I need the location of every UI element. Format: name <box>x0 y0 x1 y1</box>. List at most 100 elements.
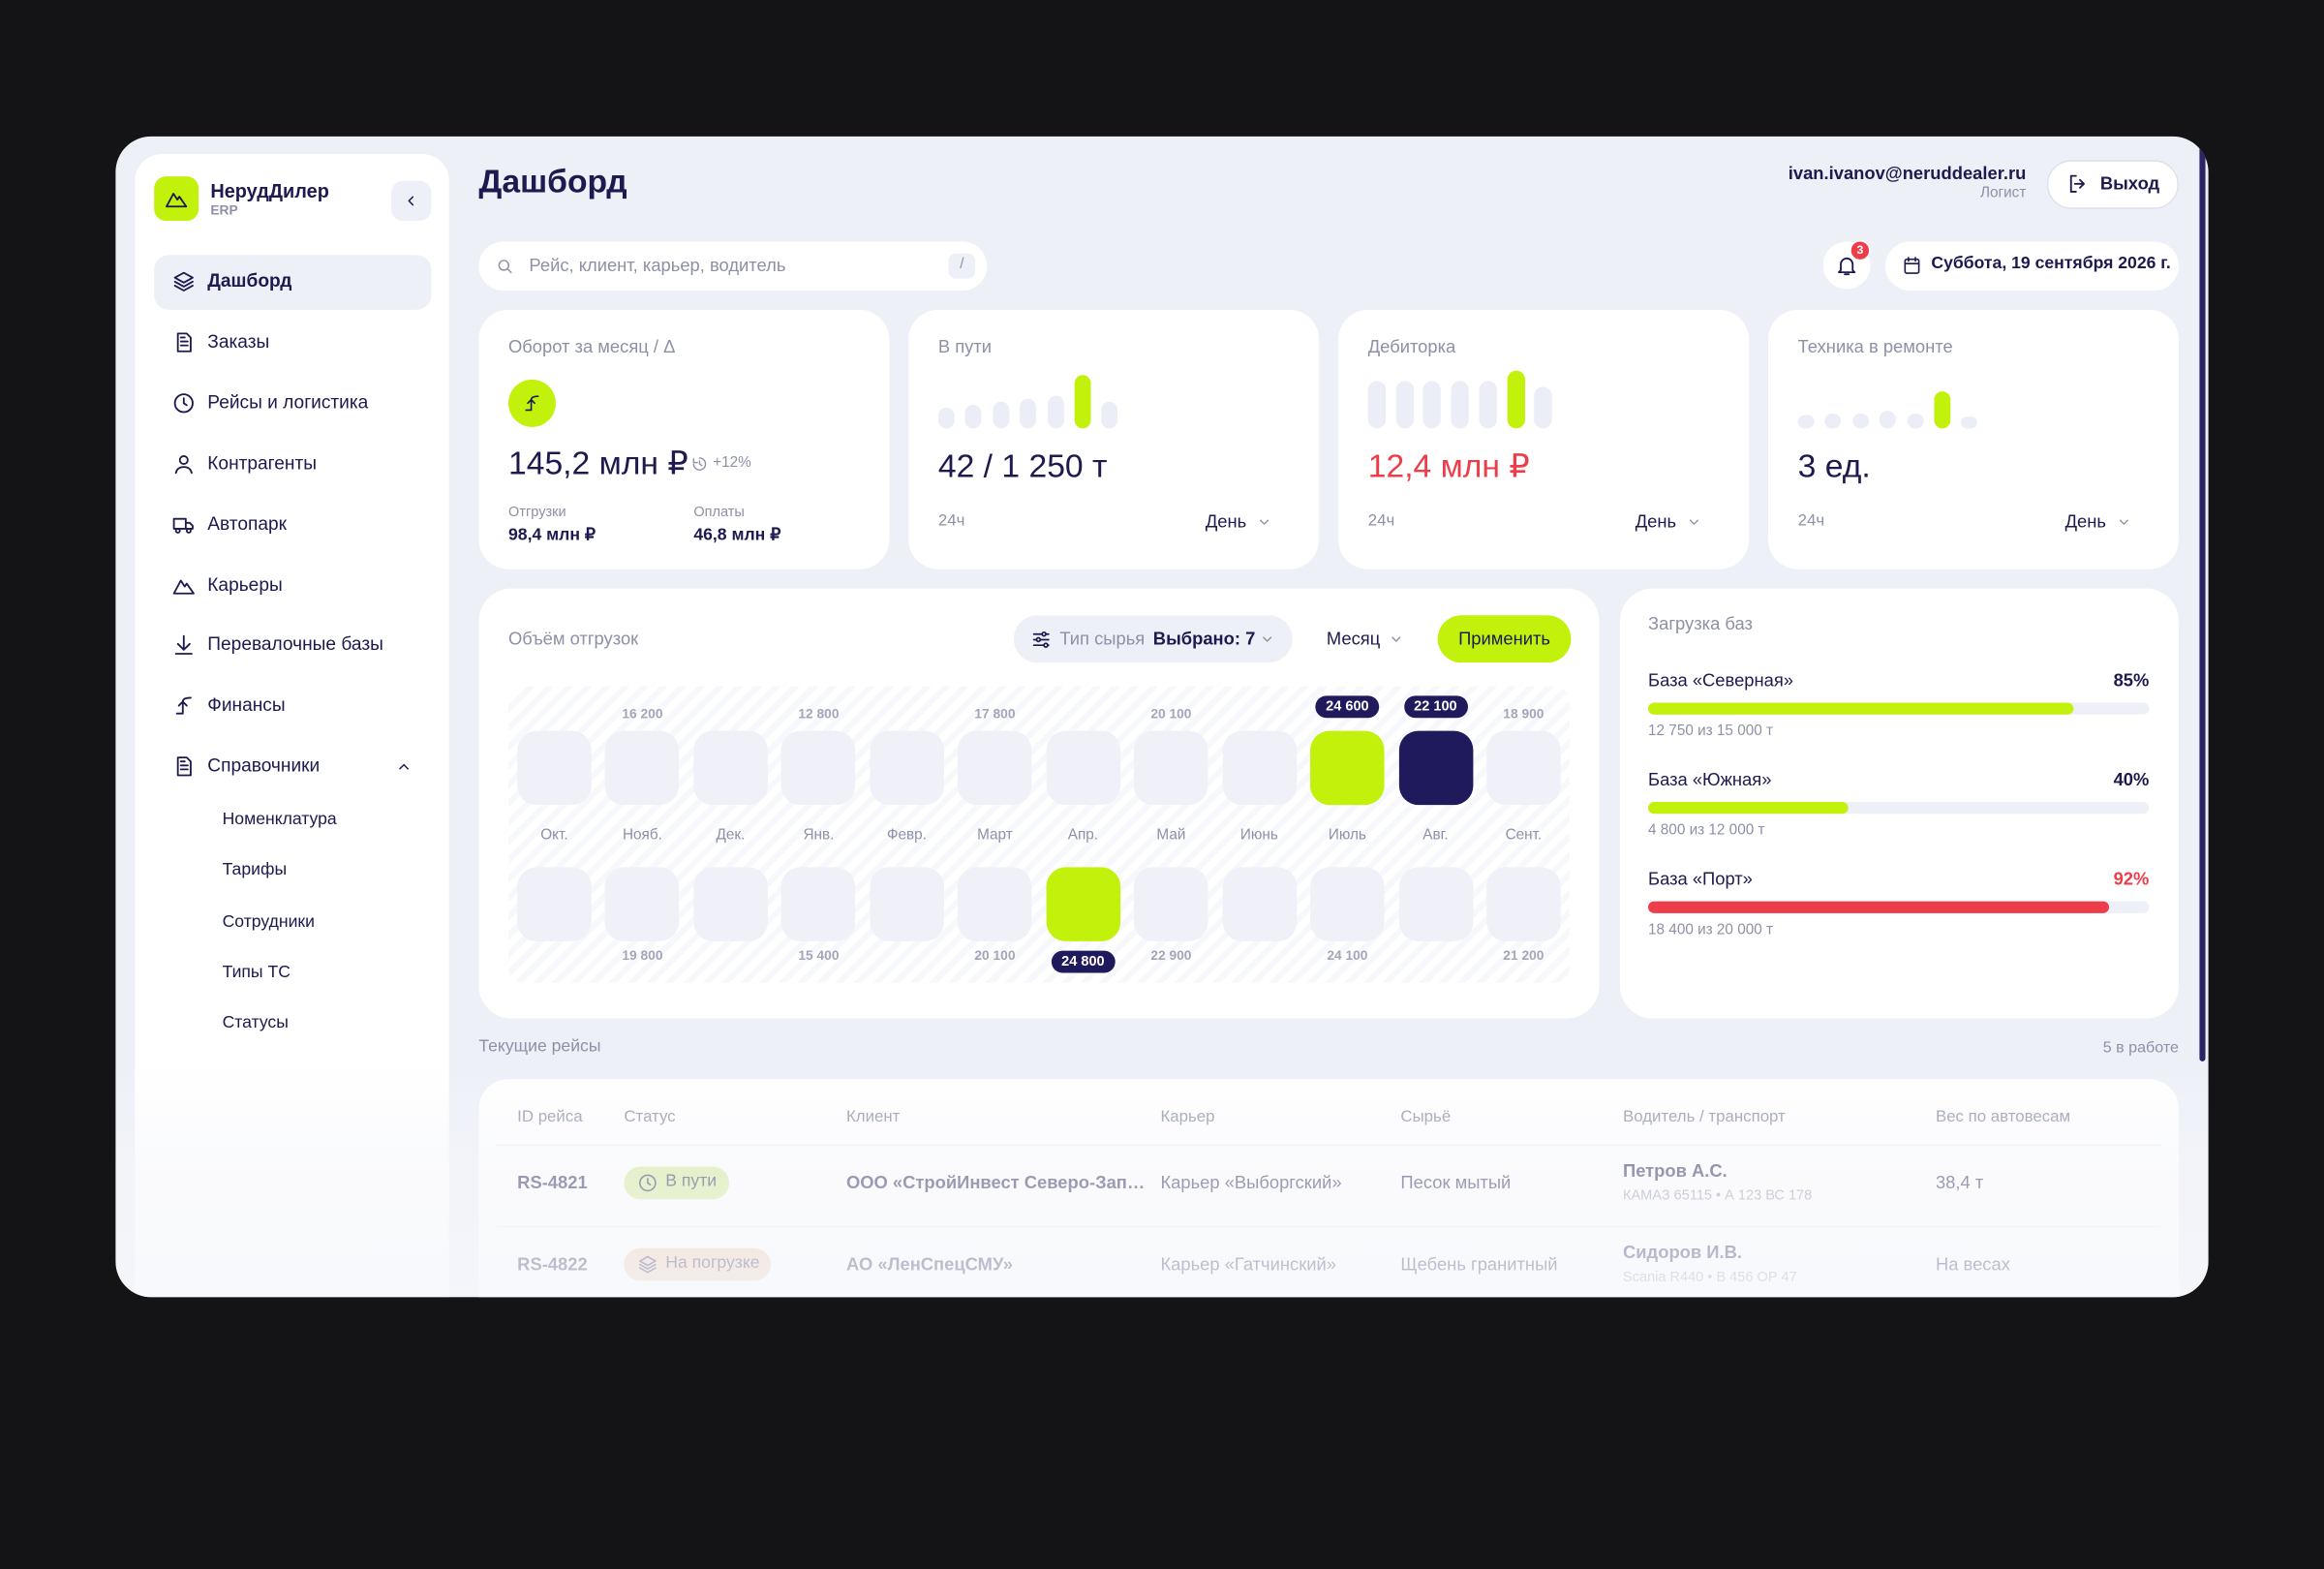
status-icon <box>639 1174 657 1192</box>
icon-shape <box>175 701 188 716</box>
nav-label: Карьеры <box>207 573 283 595</box>
mini-bar <box>1824 414 1842 429</box>
app-window: НерудДилер ERP Дашборд Заказы Рейсы и логист… <box>115 136 2209 1298</box>
search-hint-box <box>948 253 976 279</box>
logout-icon <box>2069 174 2085 193</box>
logo-mark <box>166 193 188 208</box>
kpi-value: 12,4 млн ₽ <box>1367 446 1530 485</box>
icon-shape <box>173 392 194 414</box>
kpi-label: В пути <box>937 336 993 357</box>
date-picker[interactable] <box>1884 241 2179 291</box>
icon-shape <box>173 284 194 292</box>
nav-icon <box>175 696 192 716</box>
kpi-value: 3 ед. <box>1797 446 1871 485</box>
shipment-cell <box>605 730 680 806</box>
kpi-value: 145,2 млн ₽ <box>507 444 688 482</box>
column-header: Карьер <box>1160 1107 1215 1126</box>
material-filter[interactable] <box>1013 615 1293 663</box>
value-label: 24 100 <box>1327 947 1368 964</box>
icon-shape <box>530 395 539 401</box>
value-pill: 22 100 <box>1403 695 1468 719</box>
user-role: Логист <box>1979 185 2027 202</box>
filter-chevron <box>1263 636 1272 642</box>
icon-shape <box>174 635 193 656</box>
nav-item[interactable] <box>154 498 431 553</box>
kpi-label: Дебиторка <box>1367 336 1456 357</box>
month-label: Янв. <box>803 827 835 844</box>
shipment-cell <box>1134 867 1208 941</box>
collapse-button[interactable] <box>391 180 432 222</box>
client: ООО «СтройИнвест Северо-Зап… <box>845 1172 1146 1193</box>
trip-id: RS-4822 <box>517 1253 588 1276</box>
mini-bar <box>1020 398 1037 429</box>
notification-badge <box>1850 239 1871 262</box>
bell-icon <box>1838 257 1856 276</box>
logout-button[interactable] <box>2046 160 2179 209</box>
select-chevron <box>1689 519 1698 525</box>
nav-label: Автопарк <box>207 512 288 535</box>
month-label: Май <box>1156 827 1186 844</box>
base-name: База «Южная» <box>1648 769 1772 790</box>
base-name: База «Северная» <box>1648 669 1794 691</box>
nav-expand <box>399 763 409 770</box>
icon-shape <box>181 696 192 703</box>
weight: 38,4 т <box>1935 1172 1984 1193</box>
nav-label: Заказы <box>207 330 270 353</box>
kpi-sub-value: 98,4 млн ₽ <box>507 526 596 544</box>
shipment-cell <box>781 730 856 806</box>
icon-shape <box>1032 632 1050 647</box>
nav-item[interactable] <box>154 558 431 613</box>
shipment-cell <box>1398 867 1473 941</box>
kpi-card <box>1338 309 1750 569</box>
value-pill: 24 800 <box>1051 950 1116 974</box>
icon-shape <box>173 280 194 288</box>
icon-shape <box>525 398 535 412</box>
section-count: 5 в работе <box>2102 1038 2179 1057</box>
mini-bar <box>1851 414 1869 429</box>
collapse-icon <box>408 196 414 206</box>
column-header: Сырьё <box>1400 1107 1452 1126</box>
icon-shape <box>174 465 193 474</box>
section-title: Текущие рейсы <box>478 1037 601 1056</box>
column-header: Статус <box>624 1107 676 1126</box>
month-label: Дек. <box>716 827 746 844</box>
nav-label: Контрагенты <box>207 452 317 474</box>
select-chevron <box>2119 519 2128 525</box>
base-detail: 18 400 из 20 000 т <box>1648 922 1774 938</box>
icon-shape <box>185 527 192 534</box>
material: Щебень гранитный <box>1400 1253 1558 1276</box>
icon-shape <box>692 457 707 471</box>
icon-shape <box>1041 631 1047 637</box>
scrollbar <box>2199 141 2206 1061</box>
icon-shape <box>1260 519 1269 525</box>
base-percent: 85% <box>2113 669 2150 691</box>
brand: НерудДилер <box>210 179 329 202</box>
icon-shape <box>178 454 189 465</box>
icon-shape <box>698 460 703 467</box>
base-percent: 40% <box>2113 769 2150 790</box>
icon-shape <box>1391 636 1401 642</box>
mini-bar <box>1395 381 1414 429</box>
search[interactable] <box>478 241 988 291</box>
icon-shape <box>173 271 194 284</box>
month-label: Авг. <box>1422 827 1449 844</box>
nav-item[interactable] <box>154 255 432 310</box>
subnav-label: Сотрудники <box>222 912 315 931</box>
icon-shape <box>172 578 195 594</box>
nav-item[interactable] <box>154 316 431 371</box>
value-label: 21 200 <box>1503 947 1544 964</box>
shipment-cell <box>1222 867 1297 941</box>
period-select: День <box>2064 510 2106 533</box>
shipment-cell <box>693 730 768 806</box>
nav-label: Дашборд <box>207 270 292 292</box>
subnav-label: Типы ТС <box>222 963 290 982</box>
driver: Сидоров И.В. <box>1623 1242 1742 1263</box>
vehicle: КАМАЗ 65115 • А 123 ВС 178 <box>1623 1187 1813 1205</box>
apply-button[interactable] <box>1437 615 1572 663</box>
delta-icon <box>692 457 707 471</box>
mini-bar <box>1451 381 1469 429</box>
nav-item[interactable] <box>154 679 431 734</box>
shipment-cell <box>1398 730 1473 806</box>
filter-label: Тип сырья <box>1059 628 1146 650</box>
